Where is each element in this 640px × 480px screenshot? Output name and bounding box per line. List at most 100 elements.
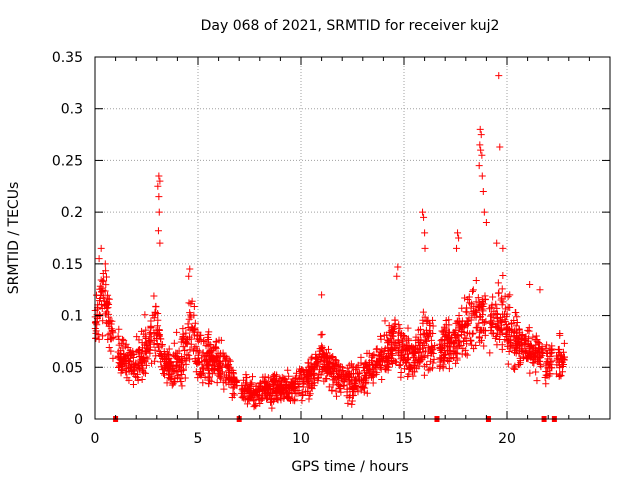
x-tick-label: 0 [91, 431, 100, 447]
data-point [455, 311, 463, 319]
data-point [368, 356, 376, 364]
data-point [299, 391, 307, 399]
data-point [186, 346, 194, 354]
data-point [300, 378, 308, 386]
data-point [513, 329, 521, 337]
data-point [474, 294, 482, 302]
data-point [173, 328, 181, 336]
peak-point [475, 162, 483, 170]
peak-point [495, 72, 503, 80]
data-point [322, 353, 330, 361]
data-point [202, 362, 210, 370]
data-point [197, 337, 205, 345]
data-point [305, 391, 313, 399]
data-point [543, 358, 551, 366]
data-point [396, 361, 404, 369]
data-point [377, 332, 385, 340]
peak-point [185, 272, 193, 280]
data-point [424, 366, 432, 374]
peak-point [476, 141, 484, 149]
data-point [207, 353, 215, 361]
data-point [372, 345, 380, 353]
data-point [193, 359, 201, 367]
data-point [427, 336, 435, 344]
peak-point [419, 208, 427, 216]
data-point [507, 341, 515, 349]
data-point [101, 301, 109, 309]
data-point [325, 360, 333, 368]
data-point [452, 336, 460, 344]
data-point [159, 366, 167, 374]
data-point [141, 348, 149, 356]
data-point [168, 381, 176, 389]
y-axis-title: SRMTID / TECUs [6, 182, 22, 295]
data-point [442, 321, 450, 329]
data-point [199, 379, 207, 387]
data-point [541, 373, 549, 381]
data-point [181, 346, 189, 354]
data-point [479, 326, 487, 334]
data-point [476, 313, 484, 321]
peak-point [154, 227, 162, 235]
data-point [486, 305, 494, 313]
data-point [206, 348, 214, 356]
peak-point [499, 244, 507, 252]
data-point [503, 326, 511, 334]
data-point [118, 366, 126, 374]
data-point [265, 381, 273, 389]
data-point [409, 353, 417, 361]
data-point [216, 362, 224, 370]
data-point [475, 319, 483, 327]
data-point [419, 316, 427, 324]
data-point [427, 357, 435, 365]
data-point [424, 352, 432, 360]
data-point [179, 343, 187, 351]
data-point [314, 358, 322, 366]
data-point [436, 340, 444, 348]
data-point [202, 342, 210, 350]
data-point [290, 383, 298, 391]
data-point [475, 334, 483, 342]
data-point [470, 345, 478, 353]
data-point [525, 335, 533, 343]
data-point [513, 313, 521, 321]
data-point [355, 368, 363, 376]
data-point [526, 369, 534, 377]
peak-point [479, 187, 487, 195]
data-point [319, 349, 327, 357]
peak-point [526, 281, 534, 289]
data-point [376, 348, 384, 356]
data-point [183, 354, 191, 362]
data-point [502, 330, 510, 338]
data-point [414, 326, 422, 334]
data-point [352, 375, 360, 383]
data-point [99, 332, 107, 340]
data-point [343, 364, 351, 372]
data-point [451, 340, 459, 348]
data-point [437, 337, 445, 345]
data-point [493, 304, 501, 312]
data-point [516, 340, 524, 348]
data-point [150, 292, 158, 300]
data-point [556, 351, 564, 359]
data-point [421, 336, 429, 344]
data-point [472, 277, 480, 285]
data-point [122, 368, 130, 376]
data-point [212, 344, 220, 352]
data-point [273, 373, 281, 381]
data-point [310, 375, 318, 383]
peak-point [476, 125, 484, 133]
data-point [105, 343, 113, 351]
data-point [469, 286, 477, 294]
data-point [498, 301, 506, 309]
y-tick-label: 0 [74, 412, 83, 428]
data-point [518, 348, 526, 356]
data-point [125, 349, 133, 357]
data-point [497, 313, 505, 321]
data-point [163, 379, 171, 387]
data-point [240, 385, 248, 393]
peak-point [318, 291, 326, 299]
data-point [387, 327, 395, 335]
data-point [106, 335, 114, 343]
data-point [173, 361, 181, 369]
